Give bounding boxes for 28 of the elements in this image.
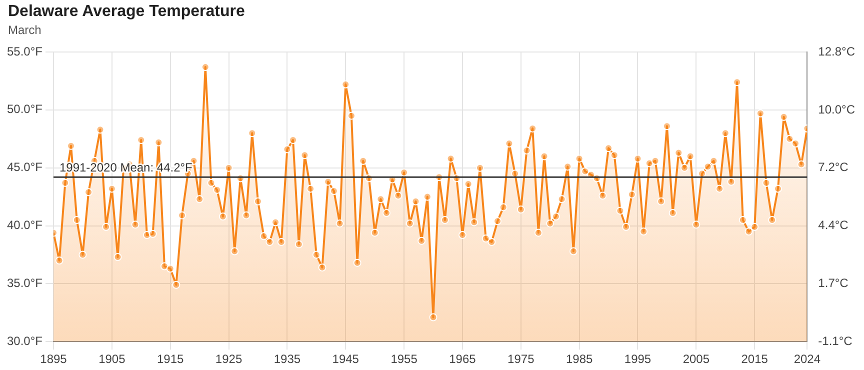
x-tick-label: 1955	[390, 352, 418, 366]
x-tick-label: 1975	[508, 352, 535, 366]
y2-tick-label: 1.7°C	[818, 276, 849, 290]
chart-subtitle: March	[8, 23, 42, 37]
x-tick-label: 1985	[566, 352, 593, 366]
y2-tick-label: 12.8°C	[818, 44, 856, 58]
x-tick-label: 1945	[332, 352, 360, 366]
x-tick-label: 1995	[624, 352, 652, 366]
x-tick-label: 1895	[40, 352, 68, 366]
x-tick-label: 1905	[98, 352, 126, 366]
x-tick-label: 2015	[741, 352, 768, 366]
chart-title: Delaware Average Temperature	[8, 3, 245, 21]
x-tick-label: 1935	[274, 352, 301, 366]
y-tick-label: 45.0°F	[7, 160, 42, 174]
y2-tick-label: 10.0°C	[818, 102, 856, 116]
y2-tick-label: 4.4°C	[818, 218, 849, 232]
y-tick-label: 50.0°F	[7, 102, 42, 116]
x-tick-label: 1965	[449, 352, 476, 366]
y-tick-label: 55.0°F	[7, 44, 42, 58]
x-tick-label: 1915	[156, 352, 184, 366]
y-tick-label: 30.0°F	[7, 334, 42, 348]
y-tick-label: 40.0°F	[7, 218, 42, 232]
y-tick-label: 35.0°F	[7, 276, 42, 290]
x-tick-label: 2024	[794, 352, 821, 366]
y2-tick-label: -1.1°C	[818, 334, 853, 348]
x-tick-label: 2005	[682, 352, 710, 366]
y2-tick-label: 7.2°C	[818, 160, 849, 174]
x-tick-label: 1925	[215, 352, 242, 366]
